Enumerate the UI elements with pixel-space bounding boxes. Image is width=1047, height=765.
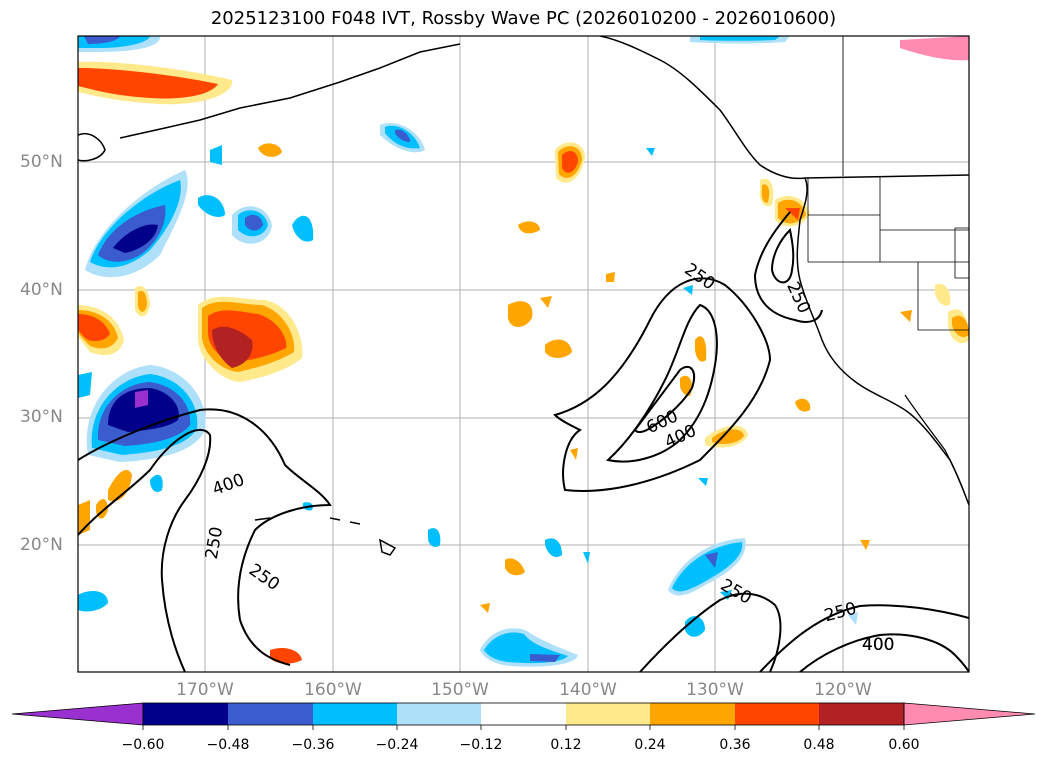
colorbar-tick-label: −0.12 [459,737,503,753]
colorbar-swatch [143,703,228,725]
positive-anomaly [785,208,800,220]
positive-anomaly [761,184,770,203]
positive-anomaly [680,375,692,396]
positive-anomaly [570,448,578,460]
colorbar-over-arrow [903,702,1036,726]
positive-anomaly [212,326,253,368]
positive-anomaly [900,310,912,322]
positive-anomaly [508,301,533,327]
contour-400-coast [770,227,795,284]
colorbar-swatch [397,703,481,725]
contour-400-west [78,429,212,672]
lon-label: 130°W [686,680,744,700]
negative-anomaly [720,590,732,600]
map-title: 2025123100 F048 IVT, Rossby Wave PC (202… [210,8,837,29]
colorbar [11,702,1036,730]
negative-anomaly [530,654,560,662]
negative-anomaly [113,224,158,253]
contour-250-south [639,592,782,672]
positive-anomaly [540,296,552,308]
contour-label: 400 [862,635,894,655]
negative-anomaly [292,215,314,242]
colorbar-tick-label: −0.24 [375,737,419,753]
negative-anomaly [545,538,562,557]
positive-anomaly [562,150,578,173]
colorbar-swatch [650,703,735,725]
positive-anomaly [258,143,282,157]
colorbar-tick-label: −0.36 [291,737,335,753]
colorbar-tick-label: −0.60 [121,737,165,753]
negative-anomaly [583,552,590,564]
positive-anomaly [480,603,490,613]
lon-label: 120°W [814,680,872,700]
positive-anomaly [108,470,132,502]
lon-label: 170°W [176,680,234,700]
positive-anomaly [606,272,615,282]
negative-anomaly [705,552,718,568]
colorbar-swatch [819,703,904,725]
contour-400-southeast [799,633,969,672]
negative-anomaly [672,542,743,592]
colorbar-swatch [313,703,397,725]
negative-anomaly [150,474,163,492]
colorbar-under-arrow [11,702,144,726]
contour-400-central [605,303,718,463]
lat-label: 20°N [20,535,63,555]
contour-600-central [633,365,696,434]
lat-label: 30°N [20,407,63,427]
colorbar-tick-label: 0.12 [550,737,582,753]
lon-label: 150°W [431,680,489,700]
ivt-contours [78,211,969,672]
negative-anomaly [210,145,222,165]
positive-anomaly [78,314,110,342]
lat-label: 50°N [20,152,63,172]
positive-anomaly [518,221,540,234]
positive-anomaly [695,336,707,362]
negative-anomaly [683,285,693,295]
positive-anomaly [900,36,969,61]
colorbar-tick-label: 0.60 [888,737,920,753]
negative-anomaly [78,372,92,398]
positive-anomaly [78,68,218,99]
positive-anomaly [795,398,811,412]
contour-250-southeast [759,604,969,672]
colorbar-tick-label: −0.48 [206,737,250,753]
positive-anomaly [935,283,951,306]
colorbar-swatch [481,703,566,725]
positive-anomaly [545,339,572,358]
colorbar-tick-label: 0.24 [634,737,666,753]
negative-anomaly [848,612,858,625]
negative-anomaly [698,478,708,486]
positive-anomaly [505,558,525,576]
positive-anomaly [138,290,147,312]
contour-label: 400 [862,635,894,655]
colorbar-swatch [735,703,819,725]
contour-250-coast [753,211,823,323]
colorbar-tick-label: 0.36 [719,737,751,753]
negative-anomaly [428,528,441,548]
negative-anomaly [395,129,410,142]
contour-250-west [78,408,332,666]
coastlines [78,36,969,556]
positive-anomaly [952,315,969,337]
colorbar-swatch [228,703,313,725]
lat-label: 40°N [20,280,63,300]
negative-anomaly [78,591,108,612]
negative-anomaly [135,390,148,408]
colorbar-tick-label: 0.48 [803,737,835,753]
positive-anomaly [860,540,870,550]
positive-anomaly [270,648,302,664]
negative-anomaly [646,148,655,156]
borders [807,36,969,331]
colorbar-swatch [566,703,650,725]
negative-anomaly [198,195,225,217]
lon-label: 140°W [559,680,617,700]
negative-anomaly [685,616,705,637]
lon-label: 160°W [304,680,362,700]
negative-anomaly [84,36,120,44]
negative-anomaly [245,214,263,231]
negative-anomaly [700,36,780,41]
contour-250-central [553,277,772,492]
